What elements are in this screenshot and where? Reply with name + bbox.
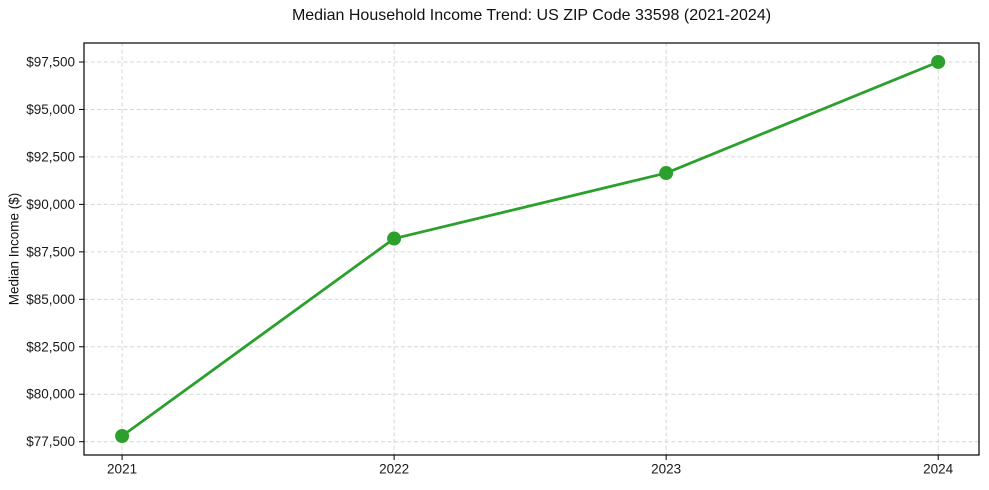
data-point-2023 — [659, 166, 674, 181]
x-tick-label: 2022 — [379, 462, 409, 477]
x-tick-label: 2021 — [107, 462, 137, 477]
y-tick-label: $82,500 — [26, 339, 75, 354]
plot-border — [83, 42, 980, 456]
data-point-2022 — [387, 231, 402, 246]
y-tick-label: $77,500 — [26, 434, 75, 449]
data-point-2021 — [115, 429, 130, 444]
x-tick-label: 2024 — [923, 462, 954, 477]
y-tick-label: $85,000 — [26, 292, 75, 307]
y-tick-label: $95,000 — [26, 102, 75, 117]
y-tick-label: $92,500 — [26, 149, 75, 164]
trend-line — [120, 60, 940, 438]
chart-title: Median Household Income Trend: US ZIP Co… — [291, 7, 772, 24]
y-tick-label: $90,000 — [26, 197, 75, 212]
y-tick-label: $80,000 — [26, 387, 75, 402]
data-point-2024 — [931, 54, 946, 69]
y-tick-label: $87,500 — [26, 244, 75, 259]
x-tick-label: 2023 — [651, 462, 681, 477]
y-tick-label: $97,500 — [26, 54, 75, 69]
